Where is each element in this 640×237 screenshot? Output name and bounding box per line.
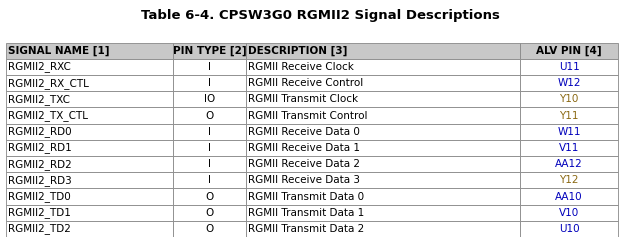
Bar bbox=[6, 75, 173, 91]
Bar bbox=[246, 75, 520, 91]
Text: RGMII Transmit Data 2: RGMII Transmit Data 2 bbox=[248, 224, 364, 234]
Bar bbox=[6, 205, 173, 221]
Text: O: O bbox=[205, 191, 214, 201]
Bar bbox=[246, 221, 520, 237]
Text: O: O bbox=[205, 208, 214, 218]
Bar bbox=[6, 59, 173, 75]
Bar bbox=[246, 43, 520, 59]
Bar bbox=[173, 91, 246, 107]
Text: RGMII2_TX_CTL: RGMII2_TX_CTL bbox=[8, 110, 88, 121]
Bar bbox=[520, 59, 618, 75]
Bar bbox=[6, 43, 173, 59]
Text: U10: U10 bbox=[559, 224, 579, 234]
Text: O: O bbox=[205, 224, 214, 234]
Text: RGMII2_RD3: RGMII2_RD3 bbox=[8, 175, 72, 186]
Bar bbox=[246, 188, 520, 205]
Text: O: O bbox=[205, 110, 214, 121]
Text: I: I bbox=[208, 159, 211, 169]
Text: RGMII Receive Control: RGMII Receive Control bbox=[248, 78, 364, 88]
Text: RGMII Receive Clock: RGMII Receive Clock bbox=[248, 62, 354, 72]
Bar bbox=[520, 124, 618, 140]
Bar bbox=[6, 140, 173, 156]
Text: SIGNAL NAME [1]: SIGNAL NAME [1] bbox=[8, 46, 109, 56]
Text: Y12: Y12 bbox=[559, 175, 579, 185]
Bar bbox=[6, 172, 173, 188]
Bar bbox=[173, 221, 246, 237]
Text: RGMII Receive Data 2: RGMII Receive Data 2 bbox=[248, 159, 360, 169]
Text: DESCRIPTION [3]: DESCRIPTION [3] bbox=[248, 46, 348, 56]
Text: RGMII2_TD0: RGMII2_TD0 bbox=[8, 191, 70, 202]
Bar bbox=[173, 59, 246, 75]
Text: AA12: AA12 bbox=[555, 159, 583, 169]
Bar bbox=[173, 156, 246, 172]
Bar bbox=[520, 91, 618, 107]
Text: RGMII Receive Data 0: RGMII Receive Data 0 bbox=[248, 127, 360, 137]
Bar bbox=[6, 156, 173, 172]
Text: U11: U11 bbox=[559, 62, 579, 72]
Text: I: I bbox=[208, 78, 211, 88]
Text: Table 6-4. CPSW3G0 RGMII2 Signal Descriptions: Table 6-4. CPSW3G0 RGMII2 Signal Descrip… bbox=[141, 9, 499, 23]
Bar bbox=[6, 107, 173, 124]
Bar bbox=[520, 43, 618, 59]
Bar bbox=[520, 188, 618, 205]
Text: W12: W12 bbox=[557, 78, 580, 88]
Bar bbox=[246, 107, 520, 124]
Text: RGMII2_RX_CTL: RGMII2_RX_CTL bbox=[8, 78, 88, 89]
Text: RGMII Transmit Data 1: RGMII Transmit Data 1 bbox=[248, 208, 364, 218]
Bar bbox=[6, 91, 173, 107]
Text: AA10: AA10 bbox=[556, 191, 583, 201]
Text: RGMII2_RD1: RGMII2_RD1 bbox=[8, 142, 72, 153]
Bar bbox=[520, 140, 618, 156]
Text: RGMII2_TD2: RGMII2_TD2 bbox=[8, 223, 70, 234]
Text: RGMII2_RD2: RGMII2_RD2 bbox=[8, 159, 72, 170]
Text: RGMII Receive Data 1: RGMII Receive Data 1 bbox=[248, 143, 360, 153]
Bar bbox=[173, 124, 246, 140]
Text: Y10: Y10 bbox=[559, 94, 579, 104]
Bar bbox=[246, 140, 520, 156]
Bar bbox=[173, 188, 246, 205]
Text: PIN TYPE [2]: PIN TYPE [2] bbox=[173, 46, 246, 56]
Bar bbox=[173, 75, 246, 91]
Text: RGMII Receive Data 3: RGMII Receive Data 3 bbox=[248, 175, 360, 185]
Text: ALV PIN [4]: ALV PIN [4] bbox=[536, 46, 602, 56]
Bar bbox=[246, 172, 520, 188]
Text: W11: W11 bbox=[557, 127, 580, 137]
Text: I: I bbox=[208, 143, 211, 153]
Bar bbox=[246, 91, 520, 107]
Bar bbox=[173, 107, 246, 124]
Bar bbox=[6, 188, 173, 205]
Text: RGMII2_RXC: RGMII2_RXC bbox=[8, 61, 70, 73]
Bar bbox=[520, 221, 618, 237]
Bar bbox=[520, 156, 618, 172]
Text: V10: V10 bbox=[559, 208, 579, 218]
Text: I: I bbox=[208, 127, 211, 137]
Text: Y11: Y11 bbox=[559, 110, 579, 121]
Bar bbox=[173, 43, 246, 59]
Bar bbox=[520, 75, 618, 91]
Bar bbox=[520, 107, 618, 124]
Text: I: I bbox=[208, 175, 211, 185]
Bar bbox=[520, 205, 618, 221]
Bar bbox=[246, 124, 520, 140]
Text: RGMII2_RD0: RGMII2_RD0 bbox=[8, 126, 72, 137]
Bar bbox=[173, 172, 246, 188]
Text: RGMII Transmit Data 0: RGMII Transmit Data 0 bbox=[248, 191, 364, 201]
Text: RGMII Transmit Control: RGMII Transmit Control bbox=[248, 110, 367, 121]
Text: IO: IO bbox=[204, 94, 215, 104]
Bar bbox=[6, 221, 173, 237]
Bar bbox=[246, 205, 520, 221]
Bar bbox=[520, 172, 618, 188]
Text: I: I bbox=[208, 62, 211, 72]
Text: V11: V11 bbox=[559, 143, 579, 153]
Bar bbox=[6, 124, 173, 140]
Text: RGMII Transmit Clock: RGMII Transmit Clock bbox=[248, 94, 358, 104]
Bar bbox=[246, 59, 520, 75]
Text: RGMII2_TXC: RGMII2_TXC bbox=[8, 94, 70, 105]
Bar bbox=[173, 205, 246, 221]
Text: RGMII2_TD1: RGMII2_TD1 bbox=[8, 207, 70, 218]
Bar bbox=[173, 140, 246, 156]
Bar bbox=[246, 156, 520, 172]
